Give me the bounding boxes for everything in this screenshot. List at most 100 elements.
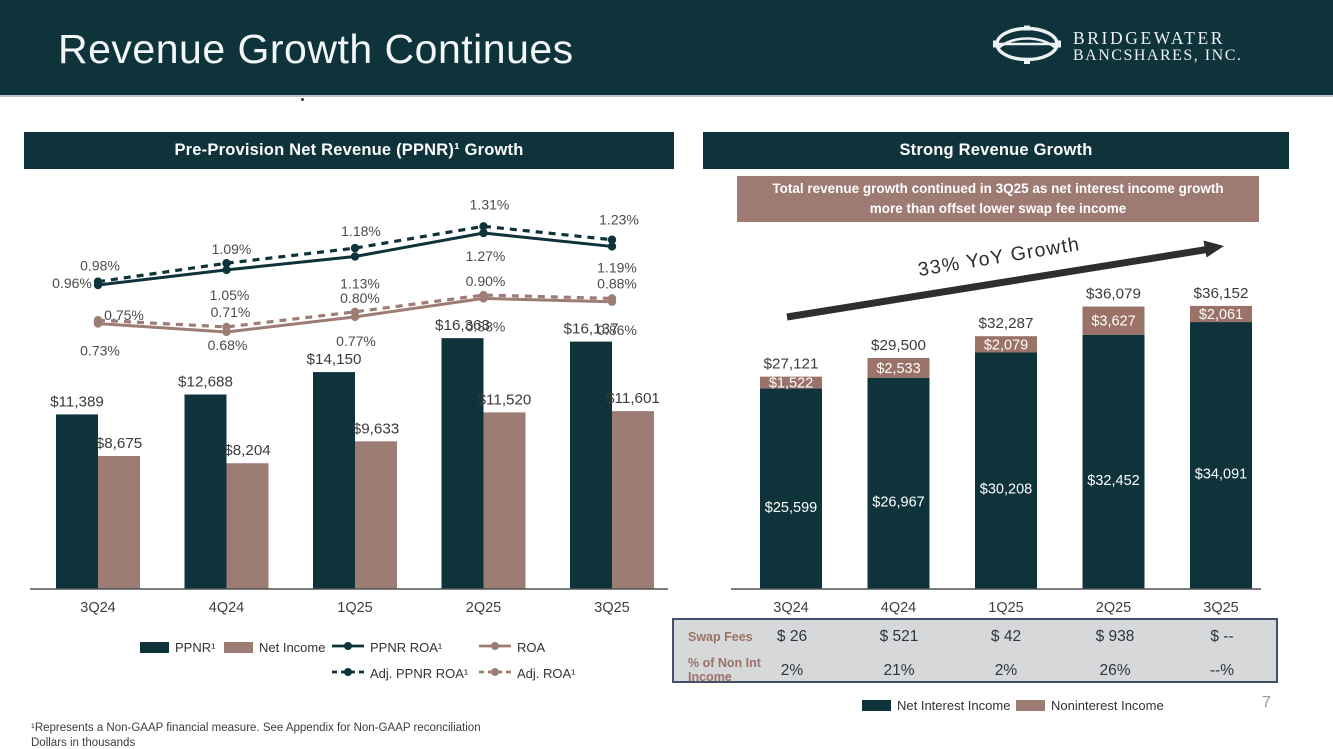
bar-net-income bbox=[226, 463, 269, 589]
net-interest-value-label: $32,452 bbox=[1087, 473, 1139, 489]
bar-net-income bbox=[98, 456, 140, 589]
line-value-label: 0.73% bbox=[80, 343, 120, 359]
line-point bbox=[607, 235, 617, 244]
total-value-label: $27,121 bbox=[764, 356, 819, 373]
swap-fees-2q25: $ 938 bbox=[1095, 628, 1135, 645]
noninterest-value-label: $2,061 bbox=[1199, 307, 1243, 323]
net-interest-value-label: $25,599 bbox=[765, 500, 817, 516]
line-point bbox=[350, 307, 360, 317]
bar-ppnr bbox=[313, 372, 355, 589]
line-value-label: 1.19% bbox=[597, 259, 637, 275]
x-axis-label: 3Q25 bbox=[594, 600, 629, 616]
line-point bbox=[607, 294, 617, 303]
line-point bbox=[222, 265, 231, 275]
noninterest-value-label: $3,627 bbox=[1091, 314, 1135, 330]
line-value-label: 0.68% bbox=[208, 337, 248, 353]
swap-fees-3q25: $ -- bbox=[1210, 628, 1234, 645]
line-point bbox=[222, 322, 231, 332]
bar-value-label: $11,389 bbox=[50, 393, 104, 410]
bar-net-income bbox=[483, 412, 526, 589]
net-interest-value-label: $30,208 bbox=[980, 482, 1032, 498]
noninterest-income-swatch bbox=[1016, 700, 1045, 711]
segment-noninterest-income bbox=[760, 376, 822, 389]
legend-label: ROA bbox=[517, 640, 546, 655]
revenue-growth-callout: Total revenue growth continued in 3Q25 a… bbox=[737, 176, 1259, 222]
net-interest-value-label: $34,091 bbox=[1195, 467, 1247, 483]
legend-item-ppnr: PPNR¹ bbox=[140, 640, 215, 655]
line-point bbox=[350, 243, 360, 253]
solid-line-brown-symbol bbox=[479, 640, 511, 655]
line-value-label: 1.13% bbox=[340, 275, 380, 291]
pct-non-int-1q25: 2% bbox=[994, 662, 1018, 679]
x-axis-label: 2Q25 bbox=[1096, 600, 1131, 616]
line-adj-ppnr-roa- bbox=[97, 224, 613, 284]
line-value-label: 1.09% bbox=[212, 241, 252, 257]
segment-net-interest-income bbox=[867, 377, 930, 589]
bar-value-label: $8,675 bbox=[96, 435, 142, 452]
line-point bbox=[93, 277, 103, 286]
page-title: Revenue Growth Continues bbox=[58, 26, 574, 72]
x-axis-label: 3Q24 bbox=[80, 600, 115, 616]
legend-item-noninterest-income: Noninterest Income bbox=[1016, 698, 1164, 713]
ppnr-growth-chart: $11,389 $12,688 $14,150 $16,363 $16,137 $8,67… bbox=[30, 196, 668, 616]
legend-item-net-interest-income: Net Interest Income bbox=[862, 698, 1010, 713]
total-value-label: $32,287 bbox=[979, 315, 1034, 332]
line-value-label: 0.71% bbox=[211, 304, 251, 320]
pct-non-int-4q24: 21% bbox=[883, 662, 915, 679]
revenue-stacked-chart: $27,121 $1,522 $25,599 3Q24 $29,500 $2,533 $26… bbox=[731, 233, 1261, 616]
footnote: ¹Represents a Non-GAAP financial measure… bbox=[31, 721, 481, 749]
legend-label: PPNR¹ bbox=[175, 640, 216, 655]
bar-ppnr bbox=[56, 414, 98, 589]
bar-value-label: $8,204 bbox=[224, 442, 270, 459]
line-point bbox=[479, 222, 488, 231]
legend-label: Noninterest Income bbox=[1051, 698, 1164, 713]
dashed-line-brown-symbol bbox=[479, 666, 511, 681]
total-value-label: $36,152 bbox=[1194, 285, 1249, 302]
line-value-label: 0.86% bbox=[597, 322, 637, 338]
swap-fees-3q24: $ 26 bbox=[776, 628, 808, 645]
stray-dot bbox=[301, 98, 304, 101]
page-number: 7 bbox=[1262, 694, 1271, 711]
growth-arrow-head bbox=[1203, 240, 1224, 258]
line-point bbox=[479, 290, 488, 300]
x-axis-label: 2Q25 bbox=[466, 600, 501, 616]
line-value-label: 0.88% bbox=[597, 275, 637, 291]
line-value-label: 0.90% bbox=[466, 273, 506, 289]
pct-non-int-3q25: --% bbox=[1209, 662, 1235, 679]
legend-item-adj-ppnr-roa: Adj. PPNR ROA¹ bbox=[332, 666, 468, 681]
segment-net-interest-income bbox=[760, 388, 822, 589]
legend-item-adj-roa: Adj. ROA¹ bbox=[479, 666, 576, 681]
segment-noninterest-income bbox=[975, 336, 1037, 353]
segment-noninterest-income bbox=[1082, 306, 1145, 335]
bar-ppnr bbox=[570, 341, 612, 589]
bar-value-label: $16,363 bbox=[435, 317, 490, 334]
line-value-label: 1.27% bbox=[466, 248, 506, 264]
growth-arrow bbox=[786, 246, 1208, 321]
segment-noninterest-income bbox=[1190, 305, 1252, 323]
footnote-line2: Dollars in thousands bbox=[31, 736, 136, 749]
legend-item-roa: ROA bbox=[479, 640, 545, 655]
line-point bbox=[93, 316, 103, 325]
dashed-line-teal-symbol bbox=[332, 666, 364, 681]
bar-net-income bbox=[612, 411, 654, 589]
line-point bbox=[607, 242, 617, 251]
header-bar: Revenue Growth Continues BRIDGEWATER BAN… bbox=[0, 0, 1333, 97]
line-value-label: 0.77% bbox=[336, 333, 376, 349]
solid-line-teal-symbol bbox=[332, 640, 364, 655]
bar-value-label: $9,633 bbox=[353, 420, 399, 437]
company-logo: BRIDGEWATER BANCSHARES, INC. bbox=[993, 22, 1242, 73]
noninterest-value-label: $1,522 bbox=[769, 376, 813, 392]
noninterest-value-label: $2,079 bbox=[984, 337, 1028, 353]
legend-label: Adj. ROA¹ bbox=[517, 666, 576, 681]
legend-item-ppnr-roa: PPNR ROA¹ bbox=[332, 640, 442, 655]
table-row-label-pct-non-int: % of Non Int Income bbox=[688, 656, 761, 685]
legend-label: Adj. PPNR ROA¹ bbox=[370, 666, 469, 681]
logo-text: BRIDGEWATER BANCSHARES, INC. bbox=[1073, 30, 1242, 65]
pct-non-int-2q25: 26% bbox=[1099, 662, 1131, 679]
line-value-label: 0.88% bbox=[466, 318, 506, 334]
line-value-label: 0.98% bbox=[80, 258, 120, 274]
bar-ppnr bbox=[441, 338, 484, 589]
bar-net-income bbox=[355, 441, 397, 589]
swap-fee-table: Swap Fees $ 26 $ 521 $ 42 $ 938 $ -- % o… bbox=[672, 618, 1278, 685]
total-value-label: $36,079 bbox=[1086, 286, 1141, 303]
